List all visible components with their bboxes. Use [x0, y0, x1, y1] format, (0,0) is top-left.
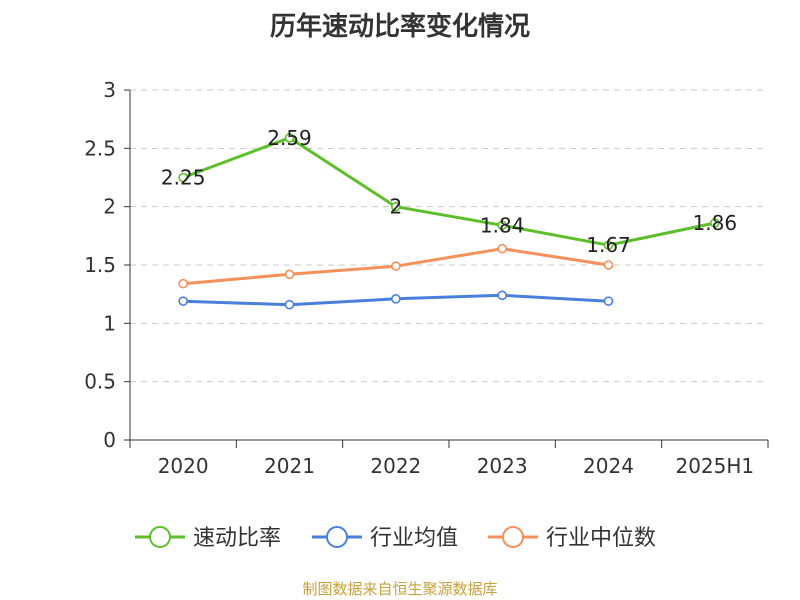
- x-tick-label: 2021: [264, 454, 315, 478]
- data-label: 1.86: [693, 211, 738, 235]
- data-label: 2.59: [267, 126, 312, 150]
- x-tick-label: 2023: [477, 454, 528, 478]
- x-tick-label: 2024: [583, 454, 634, 478]
- data-point: [603, 240, 614, 250]
- source-footer: 制图数据来自恒生聚源数据库: [302, 580, 498, 598]
- data-point: [178, 296, 188, 306]
- data-label: 1.67: [586, 233, 631, 257]
- legend-label: 行业中位数: [546, 526, 656, 551]
- legend[interactable]: 速动比率 行业均值 行业中位数: [135, 526, 656, 551]
- axes: 0 0.5 1 1.5 2 2.5 3 2020 2021 2022 2023 2024 2025H1: [84, 78, 769, 478]
- data-point: [497, 290, 507, 301]
- data-labels: 2.25 2.59 2 1.84 1.67 1.86: [161, 126, 737, 257]
- x-tick-label: 2022: [370, 454, 421, 478]
- y-tick-label: 1: [103, 311, 116, 335]
- y-tick-label: 0.5: [84, 370, 116, 394]
- y-tick-label: 2.5: [84, 136, 116, 160]
- y-tick-label: 1.5: [84, 253, 116, 277]
- legend-marker: [326, 526, 348, 548]
- data-point: [178, 278, 188, 289]
- data-point: [391, 294, 401, 304]
- legend-item[interactable]: 速动比率: [135, 526, 281, 551]
- series-lines: [178, 133, 720, 310]
- data-point: [603, 260, 614, 270]
- y-tick-label: 3: [103, 78, 116, 102]
- data-point: [603, 296, 614, 306]
- legend-item[interactable]: 行业均值: [312, 526, 458, 551]
- data-label: 2: [389, 195, 402, 219]
- data-point: [710, 218, 720, 228]
- legend-label: 速动比率: [193, 526, 281, 551]
- grid-lines: [130, 89, 768, 383]
- legend-marker: [502, 526, 524, 548]
- data-label: 2.25: [161, 166, 206, 190]
- data-point: [284, 133, 295, 143]
- data-point: [497, 243, 507, 254]
- y-tick-label: 2: [103, 195, 116, 219]
- data-point: [391, 261, 401, 271]
- x-tick-label: 2025H1: [675, 454, 754, 478]
- legend-label: 行业均值: [370, 526, 458, 551]
- data-point: [391, 201, 401, 212]
- chart-title: 历年速动比率变化情况: [269, 12, 530, 42]
- legend-item[interactable]: 行业中位数: [488, 526, 656, 551]
- data-point: [284, 299, 295, 310]
- series-line: [182, 136, 716, 247]
- legend-marker: [149, 526, 171, 548]
- x-tick-label: 2020: [158, 454, 209, 478]
- data-point: [497, 220, 507, 231]
- data-point: [178, 172, 188, 183]
- y-tick-label: 0: [103, 428, 116, 452]
- data-point: [284, 269, 295, 280]
- data-label: 1.84: [480, 213, 525, 237]
